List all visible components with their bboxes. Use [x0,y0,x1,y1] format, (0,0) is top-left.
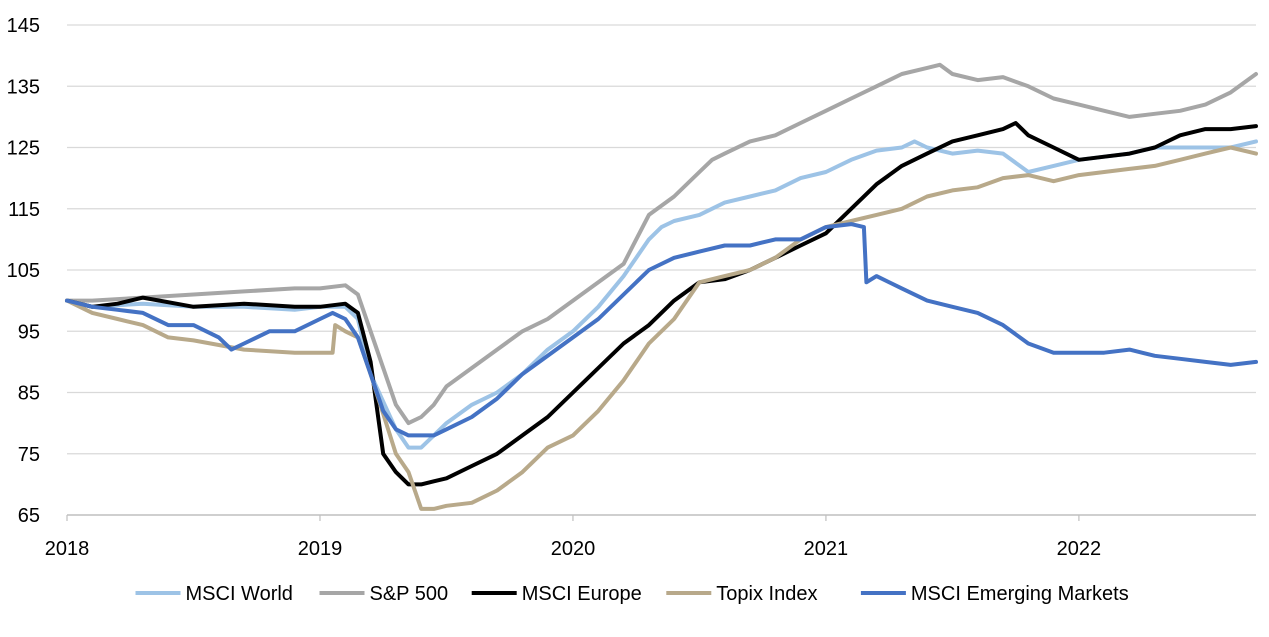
y-tick-label: 125 [7,138,40,160]
series-line-s-p-500 [65,62,1258,426]
y-tick-label: 105 [7,260,40,282]
series-line-msci-world [65,139,1258,450]
series-line-msci-emerging-markets [65,222,1258,438]
x-tick-label: 2019 [298,538,343,560]
y-tick-label: 95 [18,321,40,343]
grid-layer [67,24,1256,455]
legend-label-msci-europe: MSCI Europe [522,583,642,605]
series-line-msci-europe [65,121,1258,487]
y-tick-label: 115 [8,199,40,221]
x-tick-label: 2018 [45,538,90,560]
axis-layer: 65 75 85 95 105 115 125 135 145 2018 2019 2020 2021 2… [7,15,1256,560]
legend-label-msci-emerging-markets: MSCI Emerging Markets [911,583,1129,605]
x-tick-label: 2022 [1057,538,1102,560]
series-line-topix-index [65,145,1258,511]
y-tick-label: 75 [18,444,40,466]
x-tick-label: 2020 [551,538,596,560]
legend-label-s-p-500: S&P 500 [370,583,449,605]
y-tick-label: 85 [18,383,40,405]
y-tick-label: 145 [7,15,40,37]
y-tick-label: 135 [7,76,40,98]
legend-label-msci-world: MSCI World [186,583,293,605]
series-layer [65,62,1258,511]
x-tick-label: 2021 [804,538,849,560]
y-tick-label: 65 [18,505,40,527]
legend: MSCI World S&P 500 MSCI Europe Topix Index M… [135,583,1129,605]
legend-label-topix-index: Topix Index [716,583,817,605]
